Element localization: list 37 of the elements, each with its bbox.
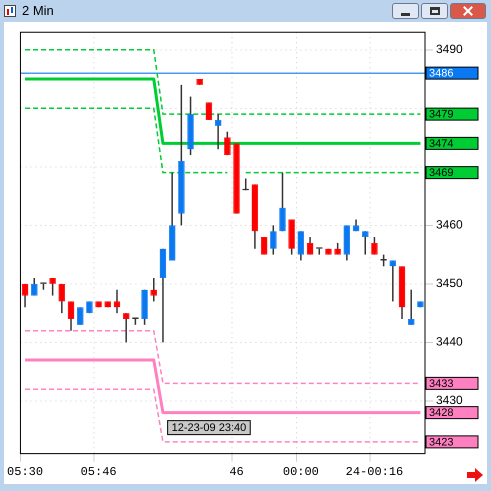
candlestick (31, 277, 38, 296)
x-tick-label: 05:30 (7, 464, 44, 479)
candlestick (279, 172, 286, 232)
candlestick (150, 277, 157, 302)
data-label: 3433 (429, 378, 454, 390)
candlestick (306, 236, 314, 256)
y-tick-label: 3490 (436, 42, 464, 56)
chart-title: 2 Min (22, 3, 54, 18)
y-tick-label: 3440 (436, 334, 464, 349)
candlestick (214, 113, 222, 150)
data-label: 3479 (429, 108, 454, 121)
candlestick (49, 277, 56, 296)
candlestick (132, 317, 139, 326)
x-tick-label: 46 (229, 464, 244, 479)
y-tick-label: 3430 (436, 393, 464, 408)
candlestick (260, 236, 268, 256)
data-label: 3428 (429, 407, 454, 420)
ref-line-label: 3486 (429, 68, 454, 80)
candlestick (22, 283, 28, 308)
data-label: 3423 (429, 436, 454, 448)
candlestick (68, 300, 74, 332)
candlestick (298, 230, 304, 262)
x-tick-label: 05:46 (80, 464, 117, 479)
candlestick (380, 254, 387, 268)
candlestick (206, 102, 212, 121)
candlestick (270, 224, 277, 256)
candlestick (224, 130, 231, 156)
candlestick (371, 236, 378, 256)
candlestick (114, 288, 120, 314)
y-tick-label: 3450 (436, 276, 464, 290)
annotation: 12-23-09 23:40 (172, 422, 246, 434)
data-label: 3469 (429, 167, 454, 180)
x-tick-label: 00:00 (282, 464, 319, 479)
y-tick-label: 3460 (436, 218, 464, 232)
candlestick (58, 283, 66, 314)
x-tick-label: 24-00:16 (346, 464, 404, 479)
data-label: 3474 (429, 138, 454, 150)
